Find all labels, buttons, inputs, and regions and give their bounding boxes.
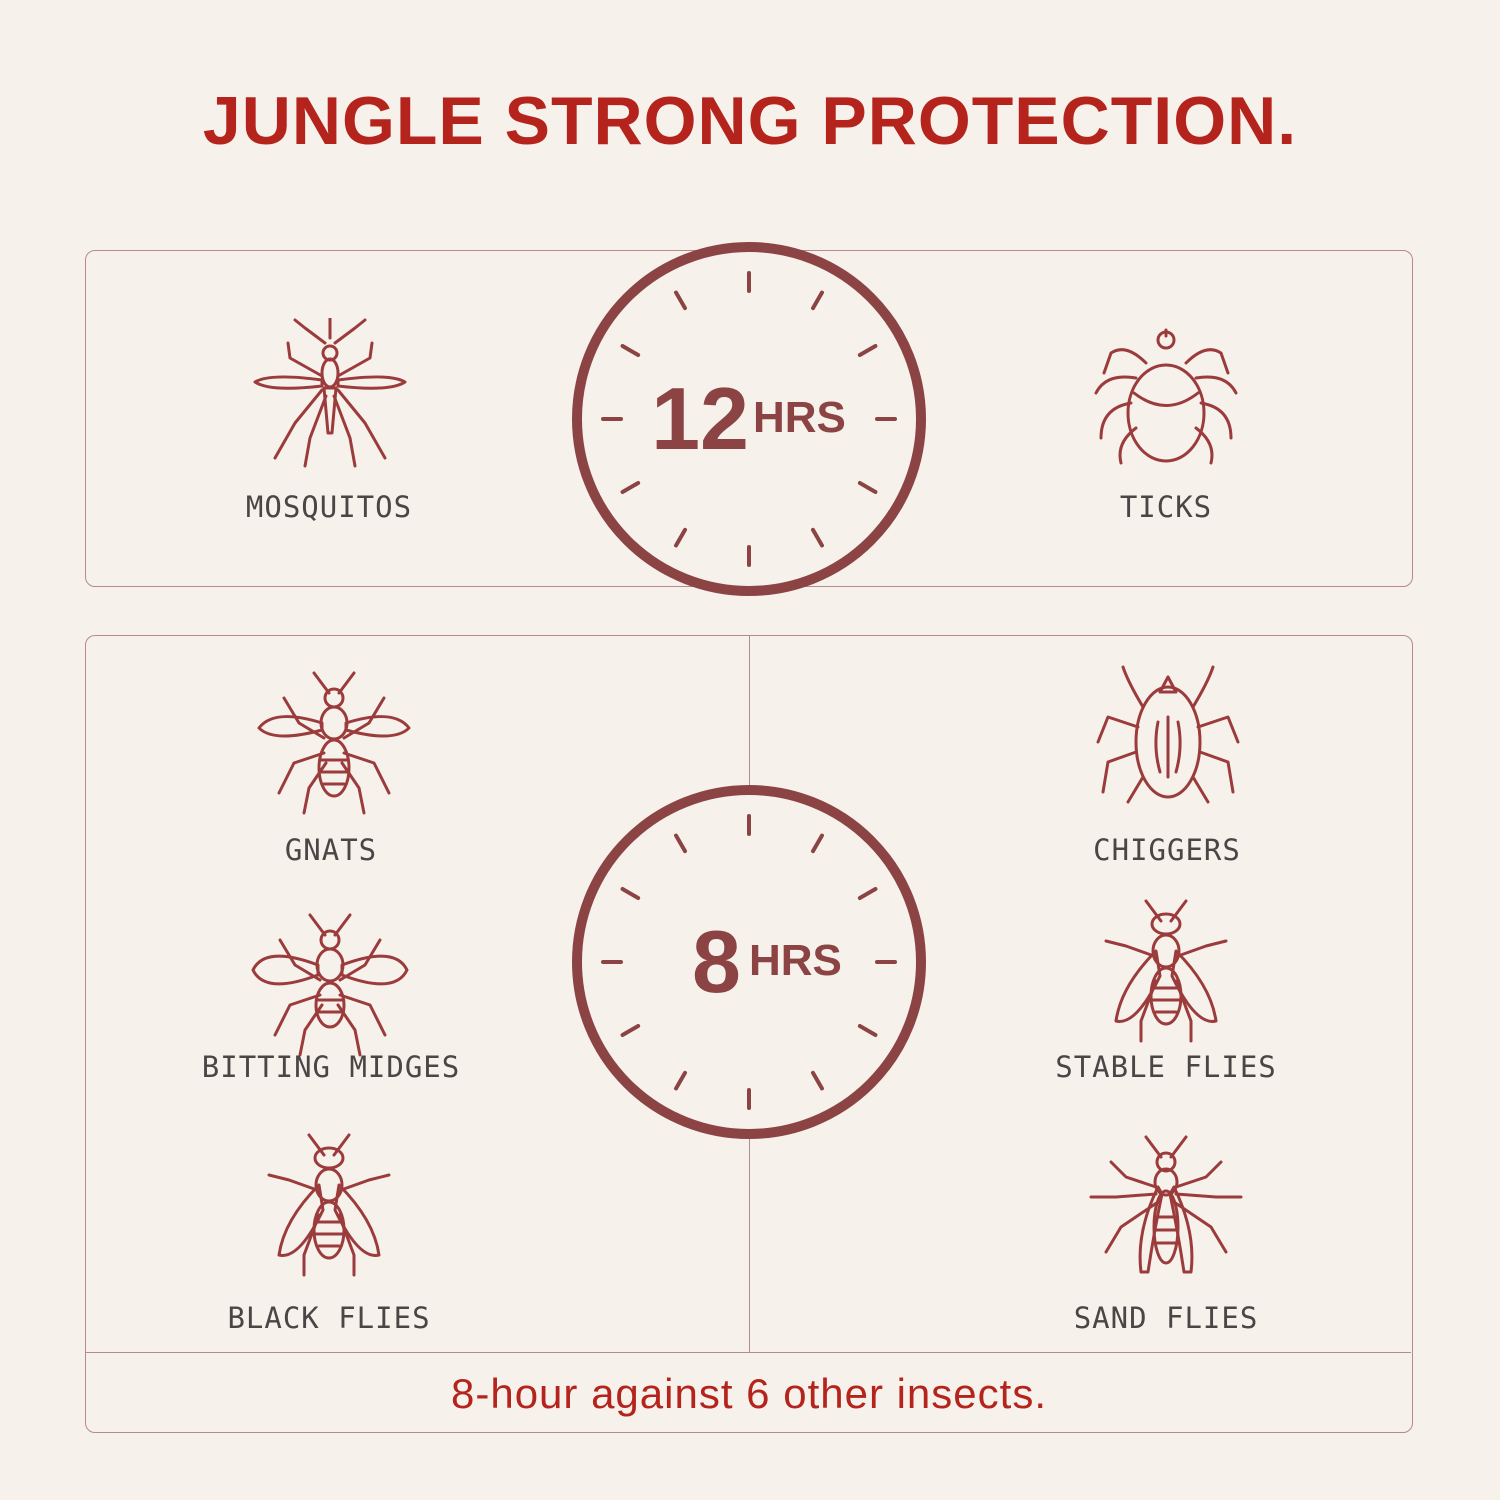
clock-tick <box>857 1024 878 1037</box>
clock-tick <box>674 833 687 854</box>
insect-label-sand-flies: SAND FLIES <box>1073 1301 1259 1335</box>
gnat-icon <box>257 671 411 815</box>
clock-12-hrs: 12 HRS <box>572 242 926 596</box>
sand-fly-icon <box>1089 1135 1243 1274</box>
clock-tick <box>857 344 878 357</box>
mosquito-icon <box>253 318 407 468</box>
insect-label-gnats: GNATS <box>284 833 378 867</box>
stable-fly-icon <box>1104 899 1228 1043</box>
clock-tick <box>857 481 878 494</box>
footer-note: 8-hour against 6 other insects. <box>451 1370 1047 1417</box>
tick-icon <box>1094 328 1238 465</box>
clock-number: 12 <box>651 369 749 468</box>
clock-tick <box>674 527 687 548</box>
clock-tick <box>620 887 641 900</box>
clock-number: 8 <box>692 912 741 1011</box>
clock-tick <box>620 481 641 494</box>
clock-tick <box>674 1070 687 1091</box>
black-fly-icon <box>267 1133 391 1277</box>
clock-tick <box>811 833 824 854</box>
clock-tick <box>857 887 878 900</box>
insect-label-mosquitos: MOSQUITOS <box>245 490 413 524</box>
bottom-panel <box>85 635 1413 1433</box>
clock-unit: HRS <box>753 393 846 442</box>
clock-tick <box>811 527 824 548</box>
insect-label-stable-flies: STABLE FLIES <box>1055 1050 1277 1084</box>
footer-divider <box>86 1352 1411 1353</box>
insect-label-bitting-midges: BITTING MIDGES <box>201 1050 461 1084</box>
page-title: JUNGLE STRONG PROTECTION. <box>202 83 1298 159</box>
clock-tick <box>811 290 824 311</box>
clock-8-hrs: 8 HRS <box>572 785 926 1139</box>
clock-tick <box>674 290 687 311</box>
clock-tick <box>620 344 641 357</box>
insect-label-chiggers: CHIGGERS <box>1093 833 1241 867</box>
clock-tick <box>811 1070 824 1091</box>
insect-label-ticks: TICKS <box>1119 490 1213 524</box>
midge-icon <box>251 913 409 1057</box>
chigger-icon <box>1096 665 1240 804</box>
insect-label-black-flies: BLACK FLIES <box>227 1301 431 1335</box>
clock-tick <box>620 1024 641 1037</box>
clock-unit: HRS <box>749 936 842 985</box>
